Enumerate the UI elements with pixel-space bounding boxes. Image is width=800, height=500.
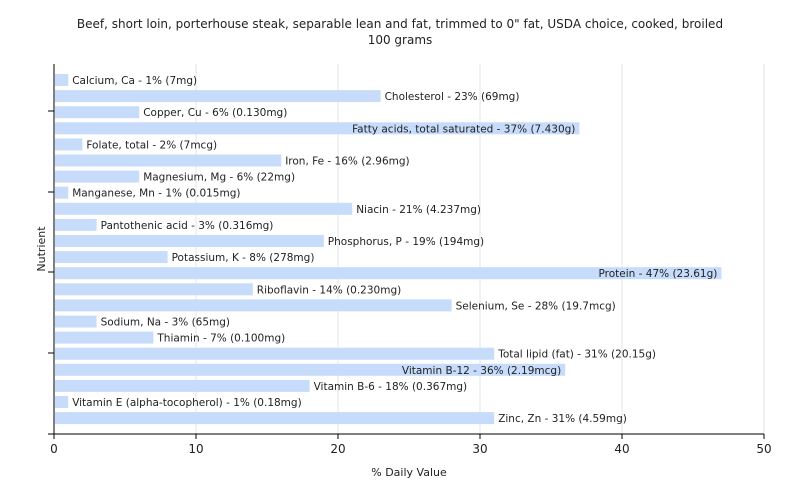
bar-2 — [55, 106, 140, 119]
bar-7 — [55, 186, 69, 199]
x-tick-label-20: 20 — [330, 442, 345, 456]
bar-label-18: Vitamin B-12 - 36% (2.19mcg) — [402, 365, 561, 377]
bar-6 — [55, 170, 140, 183]
bar-0 — [55, 74, 69, 86]
x-tick-label-40: 40 — [614, 442, 629, 456]
bar-21 — [55, 412, 495, 425]
x-axis-title: % Daily Value — [371, 466, 447, 479]
axes: 0 10 20 30 40 50 — [48, 64, 772, 456]
bar-5 — [55, 154, 282, 167]
bar-label-14: Selenium, Se - 28% (19.7mcg) — [456, 300, 616, 312]
bar-20 — [55, 396, 69, 408]
chart-subtitle: 100 grams — [368, 33, 433, 47]
bar-13 — [55, 283, 253, 296]
bar-10 — [55, 235, 324, 247]
bar-label-11: Potassium, K - 8% (278mg) — [172, 252, 315, 264]
bar-12 — [55, 267, 722, 280]
bar-label-5: Iron, Fe - 16% (2.96mg) — [285, 156, 409, 168]
bar-label-12: Protein - 47% (23.61g) — [599, 268, 718, 280]
bar-label-7: Manganese, Mn - 1% (0.015mg) — [72, 188, 240, 200]
bar-label-2: Copper, Cu - 6% (0.130mg) — [143, 107, 287, 119]
bar-16 — [55, 331, 154, 344]
bars — [55, 74, 722, 425]
bar-label-0: Calcium, Ca - 1% (7mg) — [72, 75, 197, 87]
y-axis-title: Nutrient — [35, 226, 48, 272]
bar-11 — [55, 251, 168, 264]
bar-label-21: Zinc, Zn - 31% (4.59mg) — [498, 413, 627, 425]
x-tick-label-50: 50 — [756, 442, 771, 456]
bar-8 — [55, 202, 353, 215]
bar-3 — [55, 122, 580, 135]
bar-label-3: Fatty acids, total saturated - 37% (7.43… — [352, 123, 575, 135]
bar-1 — [55, 90, 381, 103]
bar-label-19: Vitamin B-6 - 18% (0.367mg) — [314, 381, 468, 393]
bar-label-20: Vitamin E (alpha-tocopherol) - 1% (0.18m… — [72, 397, 302, 409]
bar-18 — [55, 363, 566, 376]
bar-4 — [55, 138, 83, 151]
bar-label-6: Magnesium, Mg - 6% (22mg) — [143, 172, 295, 184]
bar-label-15: Sodium, Na - 3% (65mg) — [101, 317, 230, 329]
bar-label-1: Cholesterol - 23% (69mg) — [385, 91, 520, 103]
bar-label-9: Pantothenic acid - 3% (0.316mg) — [101, 220, 274, 232]
bar-label-10: Phosphorus, P - 19% (194mg) — [328, 236, 484, 248]
bar-label-13: Riboflavin - 14% (0.230mg) — [257, 284, 401, 296]
chart-title: Beef, short loin, porterhouse steak, sep… — [77, 17, 723, 31]
bar-label-8: Niacin - 21% (4.237mg) — [356, 204, 481, 216]
bar-9 — [55, 218, 97, 231]
x-tick-label-0: 0 — [50, 442, 58, 456]
bar-label-4: Folate, total - 2% (7mcg) — [86, 139, 217, 151]
bar-14 — [55, 299, 452, 312]
bar-15 — [55, 315, 97, 328]
bar-label-17: Total lipid (fat) - 31% (20.15g) — [497, 349, 656, 361]
x-tick-label-10: 10 — [188, 442, 203, 456]
x-tick-label-30: 30 — [472, 442, 487, 456]
bar-17 — [55, 347, 495, 360]
bar-labels: Calcium, Ca - 1% (7mg) Cholesterol - 23% … — [72, 75, 717, 425]
bar-19 — [55, 379, 310, 392]
bar-label-16: Thiamin - 7% (0.100mg) — [156, 333, 285, 345]
plot-area — [54, 64, 764, 434]
